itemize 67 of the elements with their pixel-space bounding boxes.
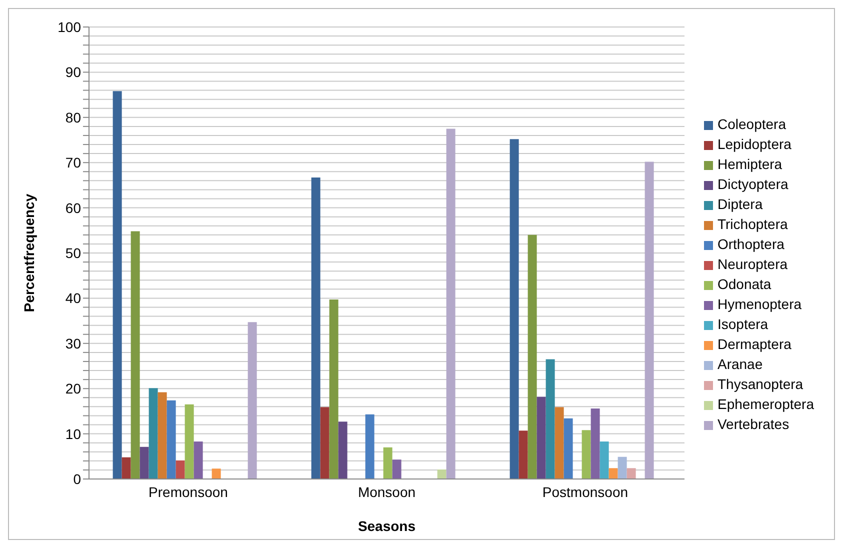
bar	[140, 446, 149, 479]
bar	[158, 392, 167, 479]
x-tick-label: Postmonsoon	[542, 484, 628, 500]
bar	[600, 441, 609, 479]
bar	[536, 396, 546, 479]
bar	[644, 162, 654, 479]
bar	[311, 178, 320, 479]
bar	[383, 447, 392, 479]
y-tick-label: 100	[58, 18, 82, 35]
x-tick-label: Premonsoon	[148, 484, 228, 500]
x-tick-label: Monsoon	[358, 484, 416, 500]
y-tick-label: 20	[65, 380, 82, 397]
bar	[564, 418, 573, 479]
legend-label: Aranae	[717, 356, 763, 372]
bar	[392, 460, 402, 479]
bar	[518, 430, 528, 479]
bar	[194, 441, 203, 479]
y-axis-title: Percentfrequency	[20, 194, 37, 312]
y-tick-label: 70	[65, 154, 82, 171]
bar	[528, 234, 537, 479]
legend-label: Trichoptera	[717, 216, 788, 232]
bar	[365, 414, 374, 479]
bar	[446, 128, 456, 479]
y-tick-label: 90	[65, 64, 82, 80]
legend-label: Vertebrates	[717, 416, 790, 432]
x-axis-title: Seasons	[358, 518, 416, 534]
legend-label: Neuroptera	[717, 256, 788, 272]
bar	[122, 457, 131, 479]
y-tick-label: 40	[65, 290, 82, 306]
y-tick-label: 80	[65, 109, 82, 126]
legend-label: Dermaptera	[717, 336, 792, 352]
bar	[554, 407, 564, 479]
legend-label: Coleoptera	[717, 116, 786, 132]
legend-label: Thysanoptera	[717, 376, 804, 392]
legend-label: Ephemeroptera	[717, 396, 814, 412]
legend-label: Orthoptera	[717, 236, 784, 252]
legend-label: Hymenoptera	[717, 296, 802, 312]
bar	[112, 91, 122, 479]
bar	[626, 468, 636, 479]
bar	[510, 139, 519, 479]
legend-label: Dictyoptera	[717, 176, 788, 192]
y-tick-label: 60	[65, 200, 82, 216]
bar	[618, 456, 627, 479]
bar	[320, 407, 330, 479]
legend-label: Odonata	[717, 276, 772, 292]
bar	[582, 430, 591, 479]
bar	[437, 470, 446, 479]
bar	[248, 322, 257, 479]
legend-label: Lepidoptera	[717, 136, 792, 152]
y-tick-label: 30	[65, 335, 82, 352]
y-tick-label: 0	[73, 470, 82, 487]
bar	[590, 408, 600, 479]
bar	[176, 460, 185, 479]
y-tick-label: 10	[65, 426, 82, 442]
bar	[329, 300, 338, 479]
legend-label: Diptera	[717, 196, 763, 212]
bar	[148, 388, 158, 479]
bar	[212, 468, 221, 479]
legend-label: Isoptera	[717, 316, 768, 332]
bar	[546, 359, 555, 479]
bar	[184, 404, 194, 479]
bar	[130, 231, 140, 479]
bar	[608, 468, 618, 479]
bar	[338, 422, 348, 479]
legend-label: Hemiptera	[717, 156, 782, 172]
bar	[166, 400, 176, 479]
y-tick-label: 50	[65, 244, 82, 261]
